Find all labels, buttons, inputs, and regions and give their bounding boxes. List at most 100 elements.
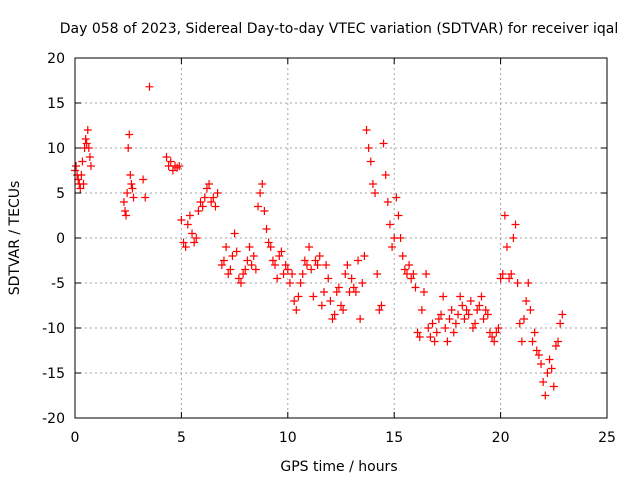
chart-title: Day 058 of 2023, Sidereal Day-to-day VTE… (60, 21, 618, 37)
data-point (511, 220, 520, 229)
grid-lines (75, 58, 607, 418)
y-tick-label: 20 (47, 51, 65, 67)
data-point (447, 306, 456, 314)
data-point (415, 333, 424, 341)
data-point (507, 270, 516, 278)
data-point (528, 337, 537, 346)
data-point (258, 180, 267, 188)
data-point (437, 310, 446, 319)
data-point (460, 315, 469, 323)
data-point (247, 261, 256, 269)
data-point (217, 261, 226, 269)
data-point (405, 261, 414, 269)
data-point (439, 292, 448, 301)
data-point (419, 288, 428, 296)
data-point (179, 238, 188, 247)
data-point (349, 283, 358, 292)
data-point (464, 310, 473, 319)
data-point (375, 306, 384, 314)
data-point (388, 243, 397, 251)
data-point (119, 198, 128, 206)
data-point (226, 265, 235, 274)
data-point (492, 328, 501, 337)
data-point (168, 166, 177, 175)
data-point (537, 360, 546, 368)
data-point (283, 265, 292, 274)
y-tick-label: -5 (51, 276, 65, 292)
data-point (488, 333, 497, 341)
data-point (520, 315, 529, 323)
data-point (366, 157, 375, 166)
data-point (194, 207, 203, 215)
data-point (190, 238, 199, 247)
data-point (122, 211, 131, 220)
data-point (315, 252, 324, 260)
data-point (466, 297, 475, 305)
data-point (545, 355, 554, 364)
data-point (509, 234, 518, 242)
data-point (354, 256, 363, 265)
data-point (125, 130, 134, 139)
data-point (188, 229, 197, 238)
data-point (385, 220, 394, 229)
data-point (351, 288, 360, 296)
data-point (422, 270, 431, 278)
data-point (473, 306, 482, 314)
data-point (85, 153, 94, 161)
data-point (251, 265, 260, 274)
data-point (394, 211, 403, 220)
data-point (454, 310, 463, 319)
data-point (379, 139, 388, 148)
data-point (185, 211, 194, 220)
data-point (396, 234, 405, 242)
data-point (285, 279, 294, 287)
y-axis-label: SDTVAR / TECUs (7, 181, 23, 296)
data-point (234, 274, 243, 283)
data-point (77, 171, 86, 179)
data-point (74, 175, 83, 184)
data-point (334, 283, 343, 292)
data-point (181, 243, 190, 251)
data-point (524, 279, 533, 287)
data-point (371, 189, 380, 197)
axis-ticks (74, 57, 608, 419)
data-point (275, 252, 284, 260)
data-point (513, 279, 522, 287)
data-point (554, 337, 563, 346)
data-point (245, 243, 254, 251)
data-point (260, 207, 269, 215)
data-point (162, 153, 171, 161)
data-point (409, 270, 418, 278)
data-point (177, 216, 186, 224)
data-point (343, 261, 352, 269)
data-point (319, 288, 328, 296)
data-point (121, 207, 130, 215)
data-point (175, 162, 184, 170)
y-tick-label: 10 (47, 141, 65, 157)
data-point (364, 144, 373, 152)
data-point (124, 144, 133, 152)
data-point (543, 369, 552, 377)
data-point (451, 319, 460, 328)
data-point (462, 306, 471, 314)
data-point (126, 171, 135, 179)
data-point (337, 301, 345, 310)
data-point (294, 292, 303, 301)
data-point (494, 324, 503, 332)
data-point (539, 378, 548, 386)
data-point (305, 243, 314, 251)
y-tick-label: -15 (42, 366, 65, 382)
data-point (551, 342, 560, 350)
data-point (517, 337, 526, 346)
data-point (249, 252, 258, 260)
data-point (426, 333, 435, 341)
data-point (515, 319, 524, 328)
data-point (302, 261, 311, 269)
data-point (123, 189, 132, 197)
x-tick-label: 5 (177, 430, 186, 446)
data-point (273, 274, 282, 283)
data-point (84, 144, 93, 152)
y-tick-label: -20 (42, 411, 65, 427)
data-point (219, 256, 228, 265)
data-point (262, 225, 271, 233)
